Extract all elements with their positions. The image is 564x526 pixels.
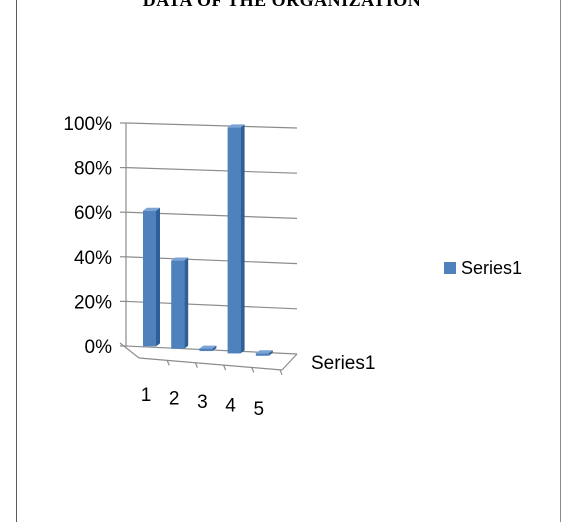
chart-frame: [16, 0, 561, 522]
floor-right-edge: [281, 353, 298, 371]
bars: [143, 124, 273, 356]
bar-1: [143, 207, 160, 347]
bar-2: [171, 257, 189, 349]
x-tick-label: 5: [254, 399, 265, 420]
y-tick-label: 40%: [74, 248, 112, 269]
bar-4: [227, 124, 245, 354]
y-axis-ticks: 0% 20% 40% 60% 80% 100%: [63, 114, 112, 358]
legend-swatch-series1: [444, 262, 456, 274]
y-tick-label: 0%: [85, 337, 113, 358]
legend-label-series1: Series1: [461, 258, 522, 278]
chart-title: DATA OF THE ORGANIZATION: [142, 0, 422, 10]
depth-axis-label: Series1: [311, 353, 375, 374]
gridline: [125, 167, 298, 174]
x-tick-label: 1: [141, 385, 152, 406]
floor-left-edge: [119, 342, 140, 359]
x-tick-label: 4: [225, 396, 236, 417]
bar-5: [255, 350, 273, 356]
x-tick: [251, 367, 255, 373]
y-tick-label: 20%: [74, 292, 112, 313]
y-tick-label: 100%: [63, 114, 112, 135]
legend: Series1: [444, 258, 522, 278]
gridline: [125, 122, 298, 129]
x-axis-line: [138, 357, 283, 371]
x-tick: [223, 364, 227, 371]
x-tick-label: 3: [197, 392, 208, 413]
y-tick-label: 60%: [74, 203, 112, 224]
x-tick: [279, 369, 283, 376]
bar-3: [199, 345, 217, 352]
x-tick-label: 2: [169, 389, 180, 410]
x-tick: [194, 362, 198, 368]
y-tick-label: 80%: [74, 159, 112, 180]
x-tick: [166, 360, 170, 366]
